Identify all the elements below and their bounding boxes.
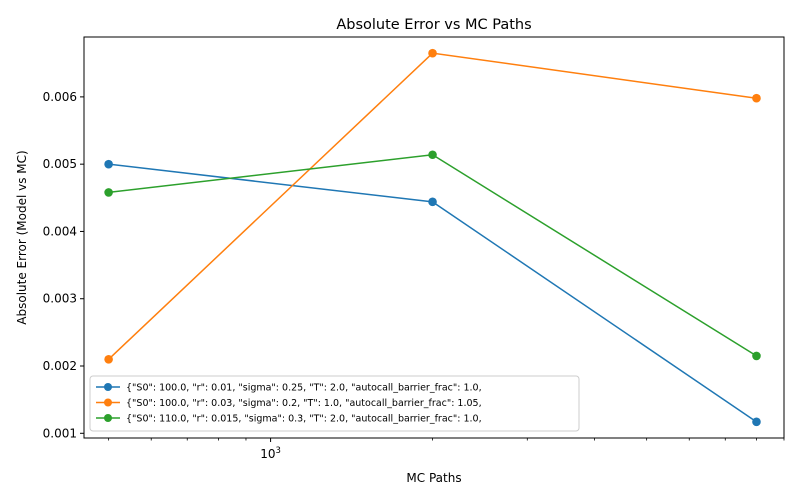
- x-axis-label: MC Paths: [406, 471, 461, 485]
- legend-marker: [104, 414, 112, 422]
- series-1-point: [428, 197, 437, 207]
- series-3-point: [428, 150, 437, 160]
- legend: {"S0": 100.0, "r": 0.01, "sigma": 0.25, …: [89, 375, 580, 432]
- series-layer: [104, 48, 761, 427]
- legend-marker: [104, 383, 112, 391]
- series-3-point: [104, 188, 113, 197]
- x-tick-label: 103: [260, 446, 281, 461]
- series-2-point: [752, 93, 761, 103]
- series-line-2: [108, 52, 757, 360]
- y-tick-label: 0.001: [43, 426, 77, 440]
- legend-label: {"S0": 110.0, "r": 0.015, "sigma": 0.3, …: [126, 414, 482, 425]
- series-1-point: [104, 159, 113, 169]
- legend-label: {"S0": 100.0, "r": 0.01, "sigma": 0.25, …: [126, 383, 482, 394]
- y-tick-label: 0.002: [43, 359, 77, 373]
- ticks-layer: 0.001 0.002 0.003 0.004 0.005 0.006 103: [43, 90, 785, 461]
- legend-box: [89, 375, 580, 432]
- legend-marker: [104, 398, 112, 407]
- y-axis-label: Absolute Error (Model vs MC): [15, 150, 29, 324]
- plot-frame: [83, 36, 785, 439]
- y-tick-label: 0.004: [43, 224, 77, 238]
- legend-label: {"S0": 100.0, "r": 0.03, "sigma": 0.2, "…: [126, 398, 482, 409]
- y-tick-label: 0.006: [43, 90, 77, 104]
- series-2-point: [428, 48, 437, 58]
- series-3-point: [752, 351, 761, 361]
- series-1-point: [752, 417, 761, 427]
- chart-title: Absolute Error vs MC Paths: [336, 17, 531, 33]
- y-tick-label: 0.003: [43, 292, 77, 306]
- series-line-3: [108, 153, 757, 357]
- y-tick-label: 0.005: [43, 157, 77, 171]
- series-2-point: [104, 354, 113, 364]
